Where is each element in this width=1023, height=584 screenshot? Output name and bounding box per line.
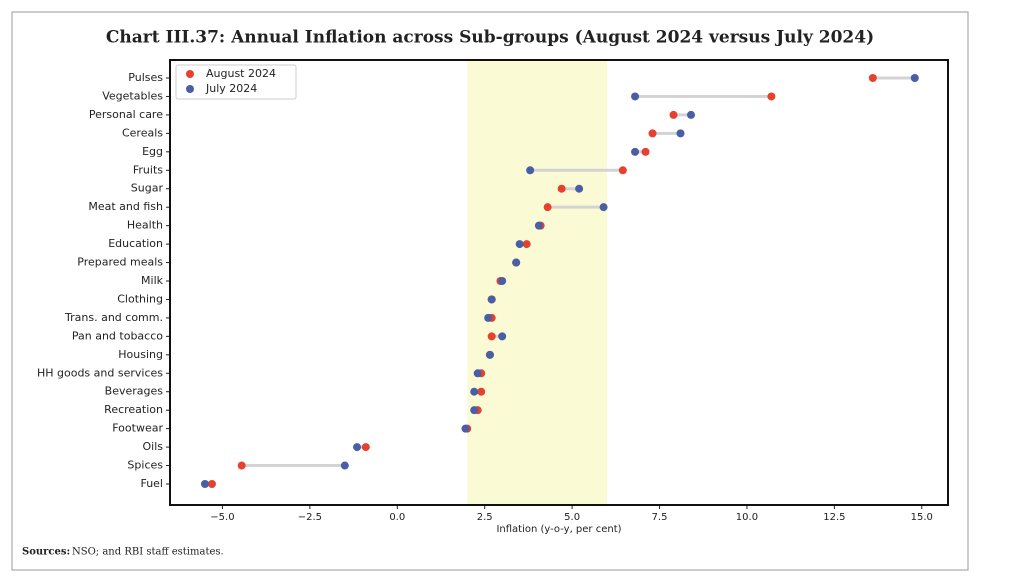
y-tick-label: Personal care	[89, 108, 163, 121]
x-tick-label: −2.5	[298, 512, 322, 523]
legend-box	[175, 64, 297, 100]
y-tick-label: Recreation	[104, 403, 163, 416]
source-label: Sources:	[22, 547, 70, 558]
y-tick-label: Meat and fish	[88, 200, 163, 213]
dot	[470, 387, 479, 396]
dot	[631, 92, 640, 101]
x-tick-label: 2.5	[477, 512, 493, 523]
dot	[487, 332, 496, 341]
dot	[237, 461, 246, 470]
legend-label: August 2024	[206, 67, 276, 80]
dot	[676, 129, 685, 138]
x-axis-label: Inflation (y-o-y, per cent)	[496, 524, 621, 535]
y-tick-label: Fruits	[133, 163, 163, 176]
dot	[631, 147, 640, 156]
dot	[470, 406, 479, 415]
dot	[522, 240, 531, 249]
plot-border	[169, 59, 949, 506]
y-tick-label: Cereals	[122, 126, 163, 139]
y-tick-label: Vegetables	[102, 89, 163, 102]
dot	[484, 313, 493, 322]
y-tick-label: Fuel	[140, 477, 163, 490]
dot	[575, 184, 584, 193]
y-tick-label: Sugar	[131, 182, 164, 195]
y-tick-label: Oils	[142, 440, 163, 453]
dot	[669, 110, 678, 119]
dot	[910, 74, 919, 82]
y-tick-label: Pan and tobacco	[72, 329, 163, 342]
y-tick-label: Milk	[141, 274, 164, 287]
dot	[526, 166, 535, 175]
x-tick-label: 15.0	[911, 512, 933, 523]
dot	[641, 147, 650, 156]
y-tick-label: Housing	[118, 348, 163, 361]
y-tick-label: Footwear	[112, 422, 163, 435]
dot	[648, 129, 657, 138]
x-tick-label: 0.0	[389, 512, 405, 523]
y-tick-label: Prepared meals	[77, 256, 163, 269]
y-tick-label: Trans. and comm.	[64, 311, 163, 324]
x-tick-label: 5.0	[564, 512, 580, 523]
dot	[361, 443, 370, 452]
dot	[767, 92, 776, 101]
dot	[461, 424, 470, 433]
y-tick-label: Beverages	[105, 385, 164, 398]
dot	[353, 443, 362, 452]
dot	[599, 203, 608, 212]
y-tick-label: HH goods and services	[37, 366, 163, 379]
x-tick-label: 7.5	[652, 512, 668, 523]
legend-marker	[186, 85, 194, 93]
x-tick-label: −5.0	[210, 512, 234, 523]
dot	[498, 332, 507, 341]
dot	[557, 184, 566, 193]
dot	[487, 295, 496, 304]
dot	[618, 166, 627, 175]
y-tick-label: Clothing	[117, 292, 163, 305]
y-tick-label: Education	[108, 237, 163, 250]
dot	[512, 258, 521, 267]
legend-label: July 2024	[205, 82, 257, 95]
x-tick-label: 12.5	[823, 512, 845, 523]
legend-marker	[186, 70, 194, 78]
y-tick-label: Egg	[142, 145, 163, 158]
chart-title: Chart III.37: Annual Inflation across Su…	[106, 28, 874, 48]
dot	[498, 277, 507, 285]
dot	[477, 387, 486, 396]
dot	[485, 350, 494, 359]
frame	[11, 11, 969, 571]
dot	[473, 369, 482, 378]
y-tick-label: Pulses	[128, 71, 163, 84]
dot	[686, 110, 695, 119]
source: NSO; and RBI staff estimates.	[72, 547, 224, 558]
x-tick-label: 10.0	[736, 512, 758, 523]
highlight-band	[467, 60, 608, 505]
y-tick-label: Spices	[127, 459, 163, 472]
dot	[200, 480, 209, 488]
dot	[868, 74, 877, 82]
dot	[207, 480, 216, 488]
dot	[534, 221, 543, 230]
dot	[543, 203, 552, 212]
dot	[515, 240, 524, 249]
dot	[340, 461, 349, 470]
y-tick-label: Health	[127, 219, 163, 232]
